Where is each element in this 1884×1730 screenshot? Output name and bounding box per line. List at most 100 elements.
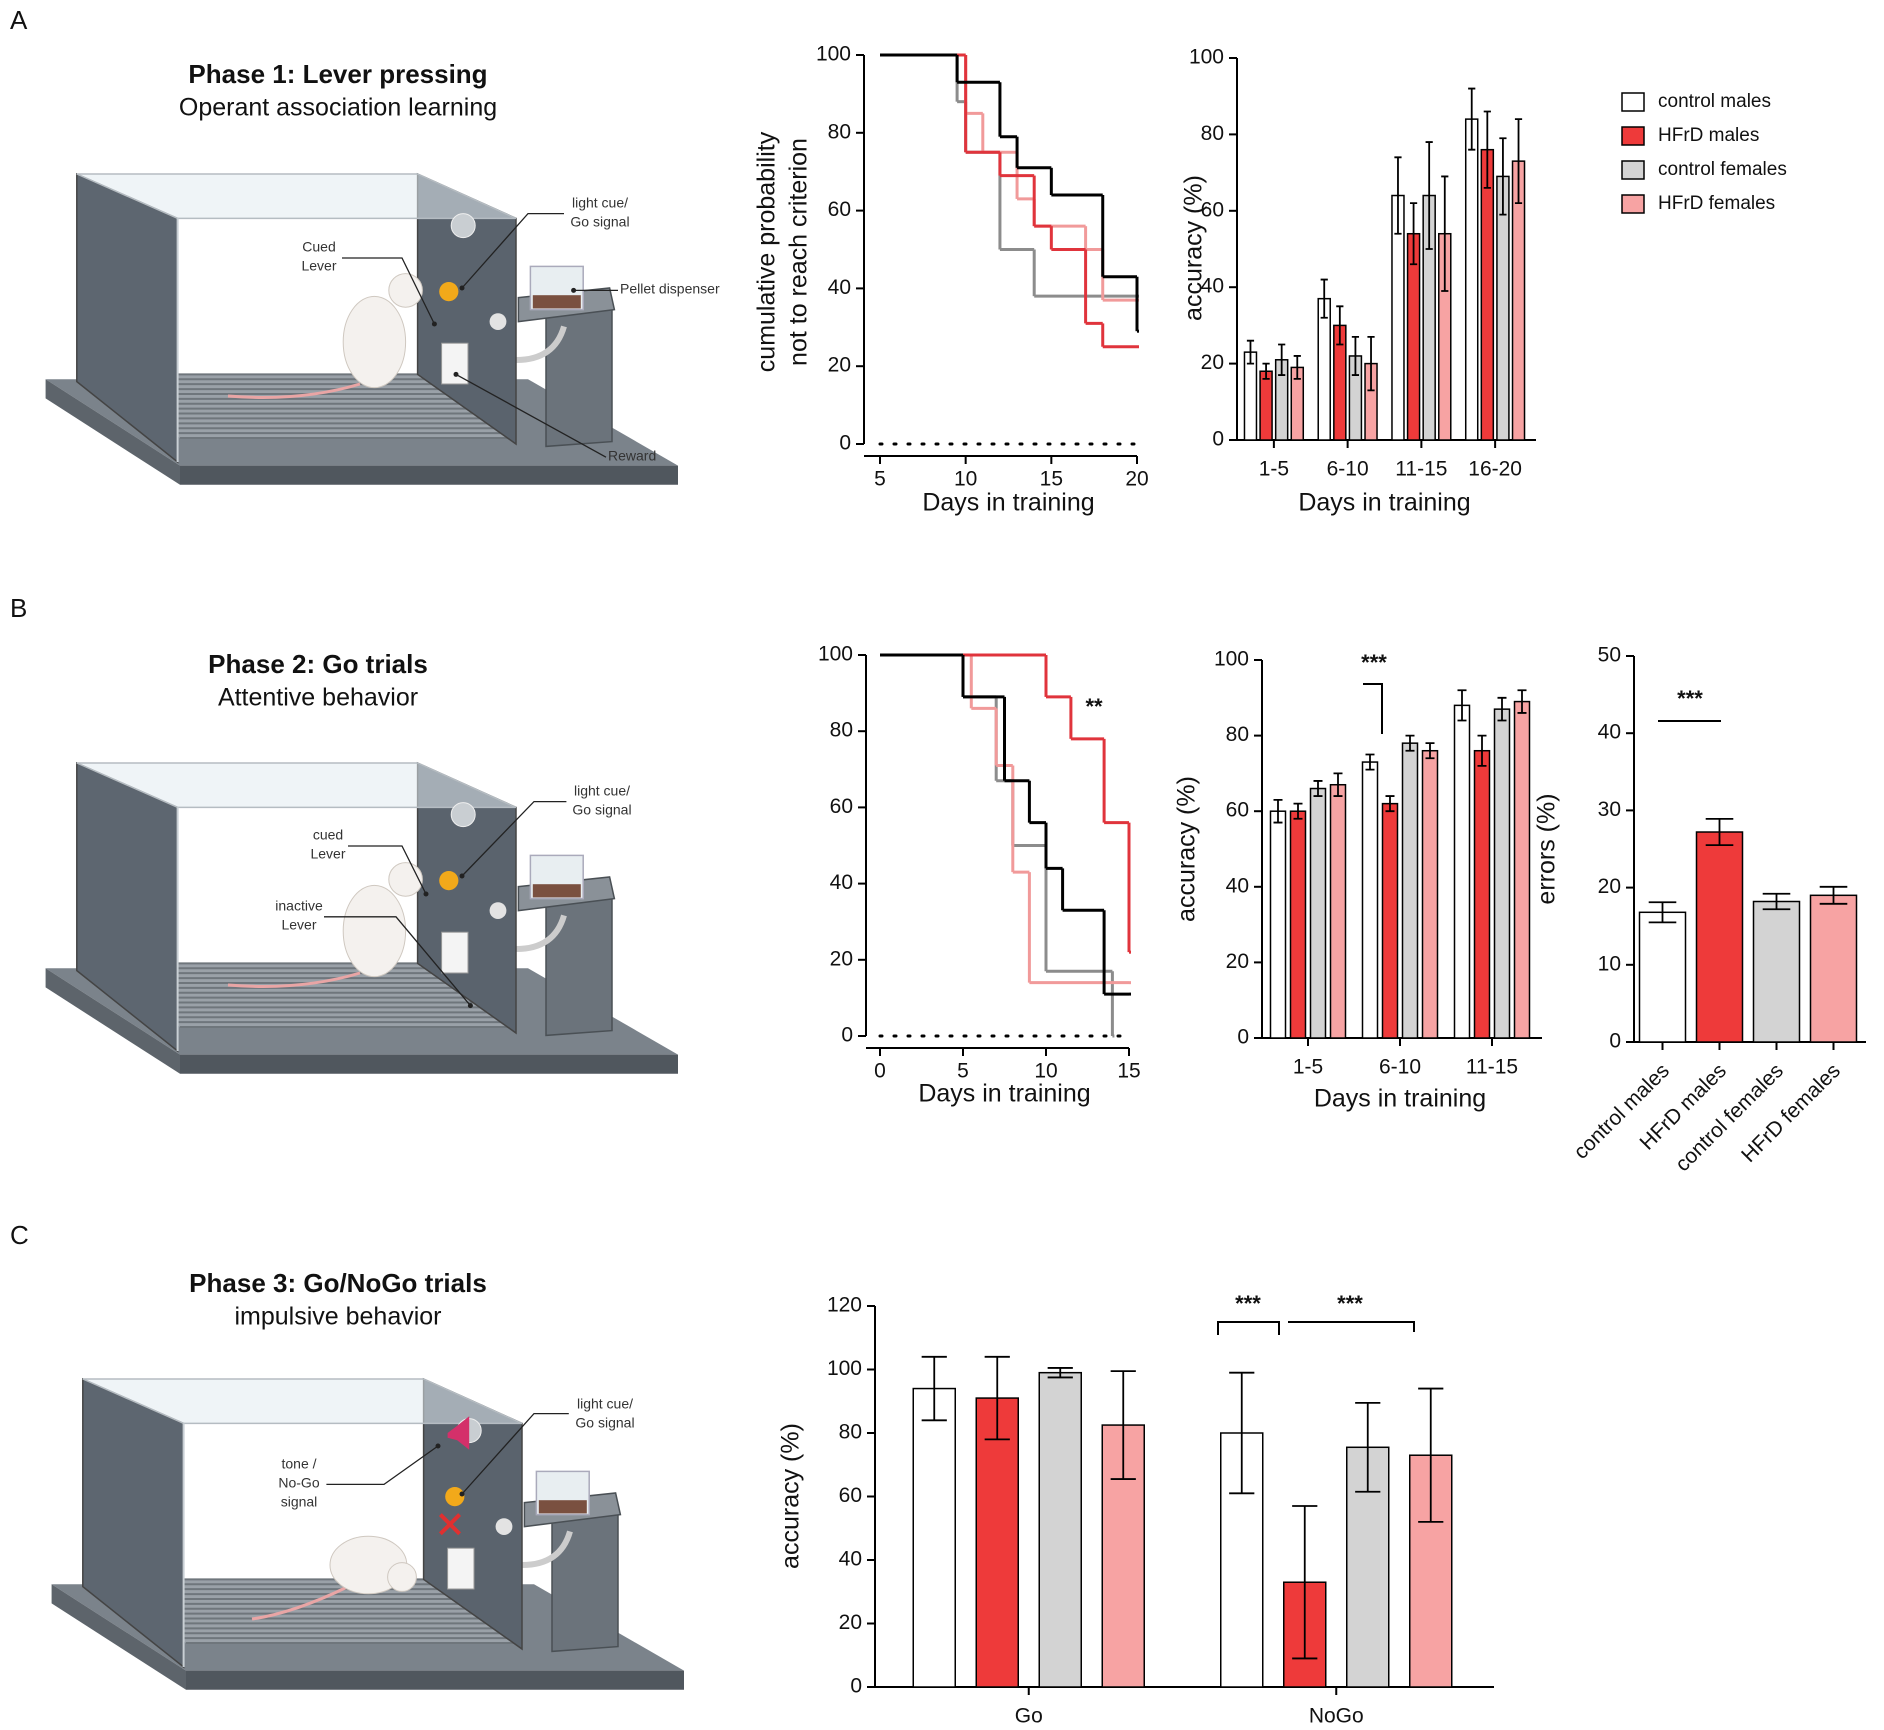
error-bar — [1819, 885, 1848, 905]
callout-label: signal — [281, 1494, 318, 1510]
x-axis-label: Days in training — [922, 489, 1094, 517]
legend-swatch — [1621, 194, 1645, 214]
x-tick-label: 10 — [954, 468, 977, 491]
legend-label: HFrD males — [1658, 125, 1759, 146]
x-tick-label: 16-20 — [1468, 458, 1522, 481]
bar — [1453, 704, 1471, 1039]
callout-line — [342, 257, 435, 325]
x-tick-label: 1-5 — [1293, 1056, 1323, 1079]
y-tick-label: 10 — [1598, 952, 1621, 975]
tube — [521, 1530, 573, 1568]
bar — [912, 1387, 956, 1688]
no-go-x — [438, 1513, 462, 1536]
tube — [515, 325, 567, 363]
x-tick-label: NoGo — [1309, 1705, 1364, 1728]
x-axis-label: Days in training — [1298, 489, 1470, 517]
y-tick-label: 0 — [839, 432, 851, 455]
shelf-box — [545, 895, 613, 1037]
legend-swatch — [1621, 92, 1645, 112]
bar — [1695, 831, 1744, 1043]
error-bar — [1293, 355, 1301, 380]
glass-top — [82, 1378, 523, 1425]
callout-label: Pellet dispenser — [620, 281, 720, 297]
error-bar — [1365, 753, 1375, 771]
y-axis-label: cumulative probability — [753, 131, 781, 372]
callout-dot — [459, 285, 465, 291]
bar — [1038, 1371, 1082, 1688]
error-bar — [1762, 892, 1791, 911]
callout-dot — [431, 321, 437, 327]
base-side — [51, 1584, 186, 1690]
error-bar — [1229, 1371, 1255, 1495]
callout-label: light cue/ — [577, 1396, 633, 1412]
y-tick-label: 0 — [1609, 1030, 1621, 1053]
error-bar — [1351, 335, 1360, 376]
callout-dot — [423, 891, 429, 897]
y-tick-label: 40 — [1226, 874, 1249, 897]
magazine — [441, 931, 469, 974]
x-tick-label: Go — [1015, 1705, 1043, 1728]
pellets — [532, 295, 581, 309]
legend-label: control males — [1658, 91, 1771, 112]
bar — [1513, 700, 1531, 1039]
error-bar — [1047, 1367, 1073, 1379]
error-bar — [1457, 689, 1467, 722]
error-bar — [1110, 1370, 1136, 1480]
bar — [1309, 787, 1327, 1039]
legend-swatch — [1621, 126, 1645, 146]
y-tick-label: 80 — [830, 719, 853, 742]
bar — [1638, 911, 1687, 1043]
error-bar — [1705, 817, 1734, 847]
callout-label: Lever — [310, 846, 345, 862]
callout-label: Go signal — [575, 1415, 634, 1431]
error-bar — [1409, 202, 1418, 266]
tube — [515, 914, 567, 952]
error-bar — [1483, 110, 1491, 189]
bar — [1259, 370, 1273, 441]
callout-line — [348, 845, 427, 895]
x-tick-label: 11-15 — [1395, 458, 1447, 481]
second-light — [489, 902, 507, 919]
y-tick-label: 40 — [830, 871, 853, 894]
y-tick-label: 20 — [830, 947, 853, 970]
rat-tail — [251, 1585, 349, 1621]
base-side — [45, 968, 180, 1074]
y-axis-label: accuracy (%) — [1173, 776, 1201, 922]
second-light — [489, 313, 507, 330]
error-bar — [921, 1355, 947, 1422]
x-tick-label: 15 — [1040, 468, 1063, 491]
x-tick-label: HFrD females — [1737, 1059, 1845, 1167]
callout-line — [324, 916, 471, 1007]
y-tick-label: 100 — [1214, 648, 1249, 671]
shelf-box — [551, 1511, 619, 1653]
y-tick-label: 100 — [816, 43, 851, 66]
grid-floor — [102, 1579, 522, 1643]
error-bar — [1514, 118, 1523, 205]
error-bar — [1278, 343, 1286, 376]
error-bar — [1468, 87, 1476, 151]
error-bar — [1477, 734, 1487, 767]
error-bar — [1418, 1387, 1444, 1523]
callout-label: Cued — [302, 239, 335, 255]
speaker — [447, 1416, 470, 1450]
pellets — [538, 1500, 587, 1514]
rat-tail — [227, 382, 361, 399]
rat-body — [342, 295, 407, 389]
callout-label: No-Go — [278, 1475, 319, 1491]
error-bar — [1425, 742, 1435, 760]
rat-body — [342, 884, 407, 978]
y-tick-label: 0 — [1237, 1026, 1249, 1049]
annotation: *** — [1361, 650, 1387, 675]
error-bar — [1648, 901, 1677, 924]
error-bar — [1320, 278, 1328, 319]
lever-light — [445, 1487, 465, 1507]
base-front — [180, 1054, 678, 1074]
error-bar — [1405, 734, 1415, 752]
error-bar — [1497, 696, 1507, 722]
grid-floor — [96, 374, 516, 438]
bar — [1317, 297, 1331, 441]
callout-label: Lever — [301, 258, 336, 274]
y-tick-label: 20 — [1226, 950, 1249, 973]
significance-bracket — [1288, 1321, 1415, 1332]
error-bar — [1517, 689, 1527, 714]
